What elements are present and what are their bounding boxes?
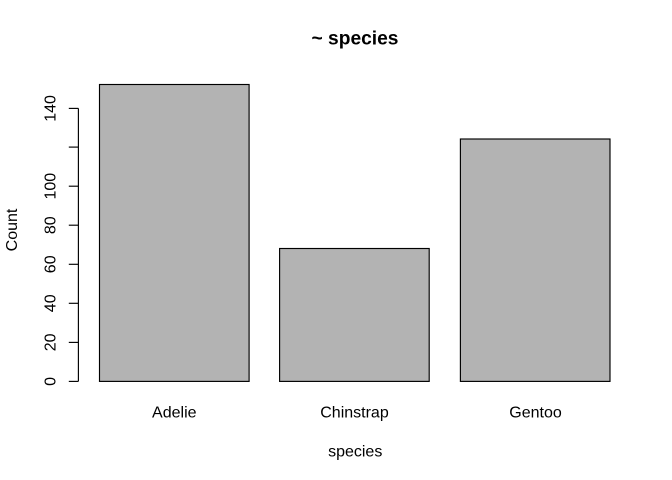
svg-text:60: 60 <box>43 255 60 273</box>
svg-text:Adelie: Adelie <box>152 404 197 421</box>
svg-text:species: species <box>328 443 382 460</box>
svg-text:Count: Count <box>4 208 21 251</box>
svg-text:100: 100 <box>43 173 60 200</box>
svg-text:~ species: ~ species <box>312 29 399 50</box>
svg-text:40: 40 <box>43 294 60 312</box>
svg-text:0: 0 <box>43 377 60 386</box>
svg-text:80: 80 <box>43 216 60 234</box>
svg-text:Chinstrap: Chinstrap <box>320 404 389 421</box>
svg-text:Gentoo: Gentoo <box>509 404 562 421</box>
svg-text:140: 140 <box>43 95 60 122</box>
svg-text:20: 20 <box>43 333 60 351</box>
